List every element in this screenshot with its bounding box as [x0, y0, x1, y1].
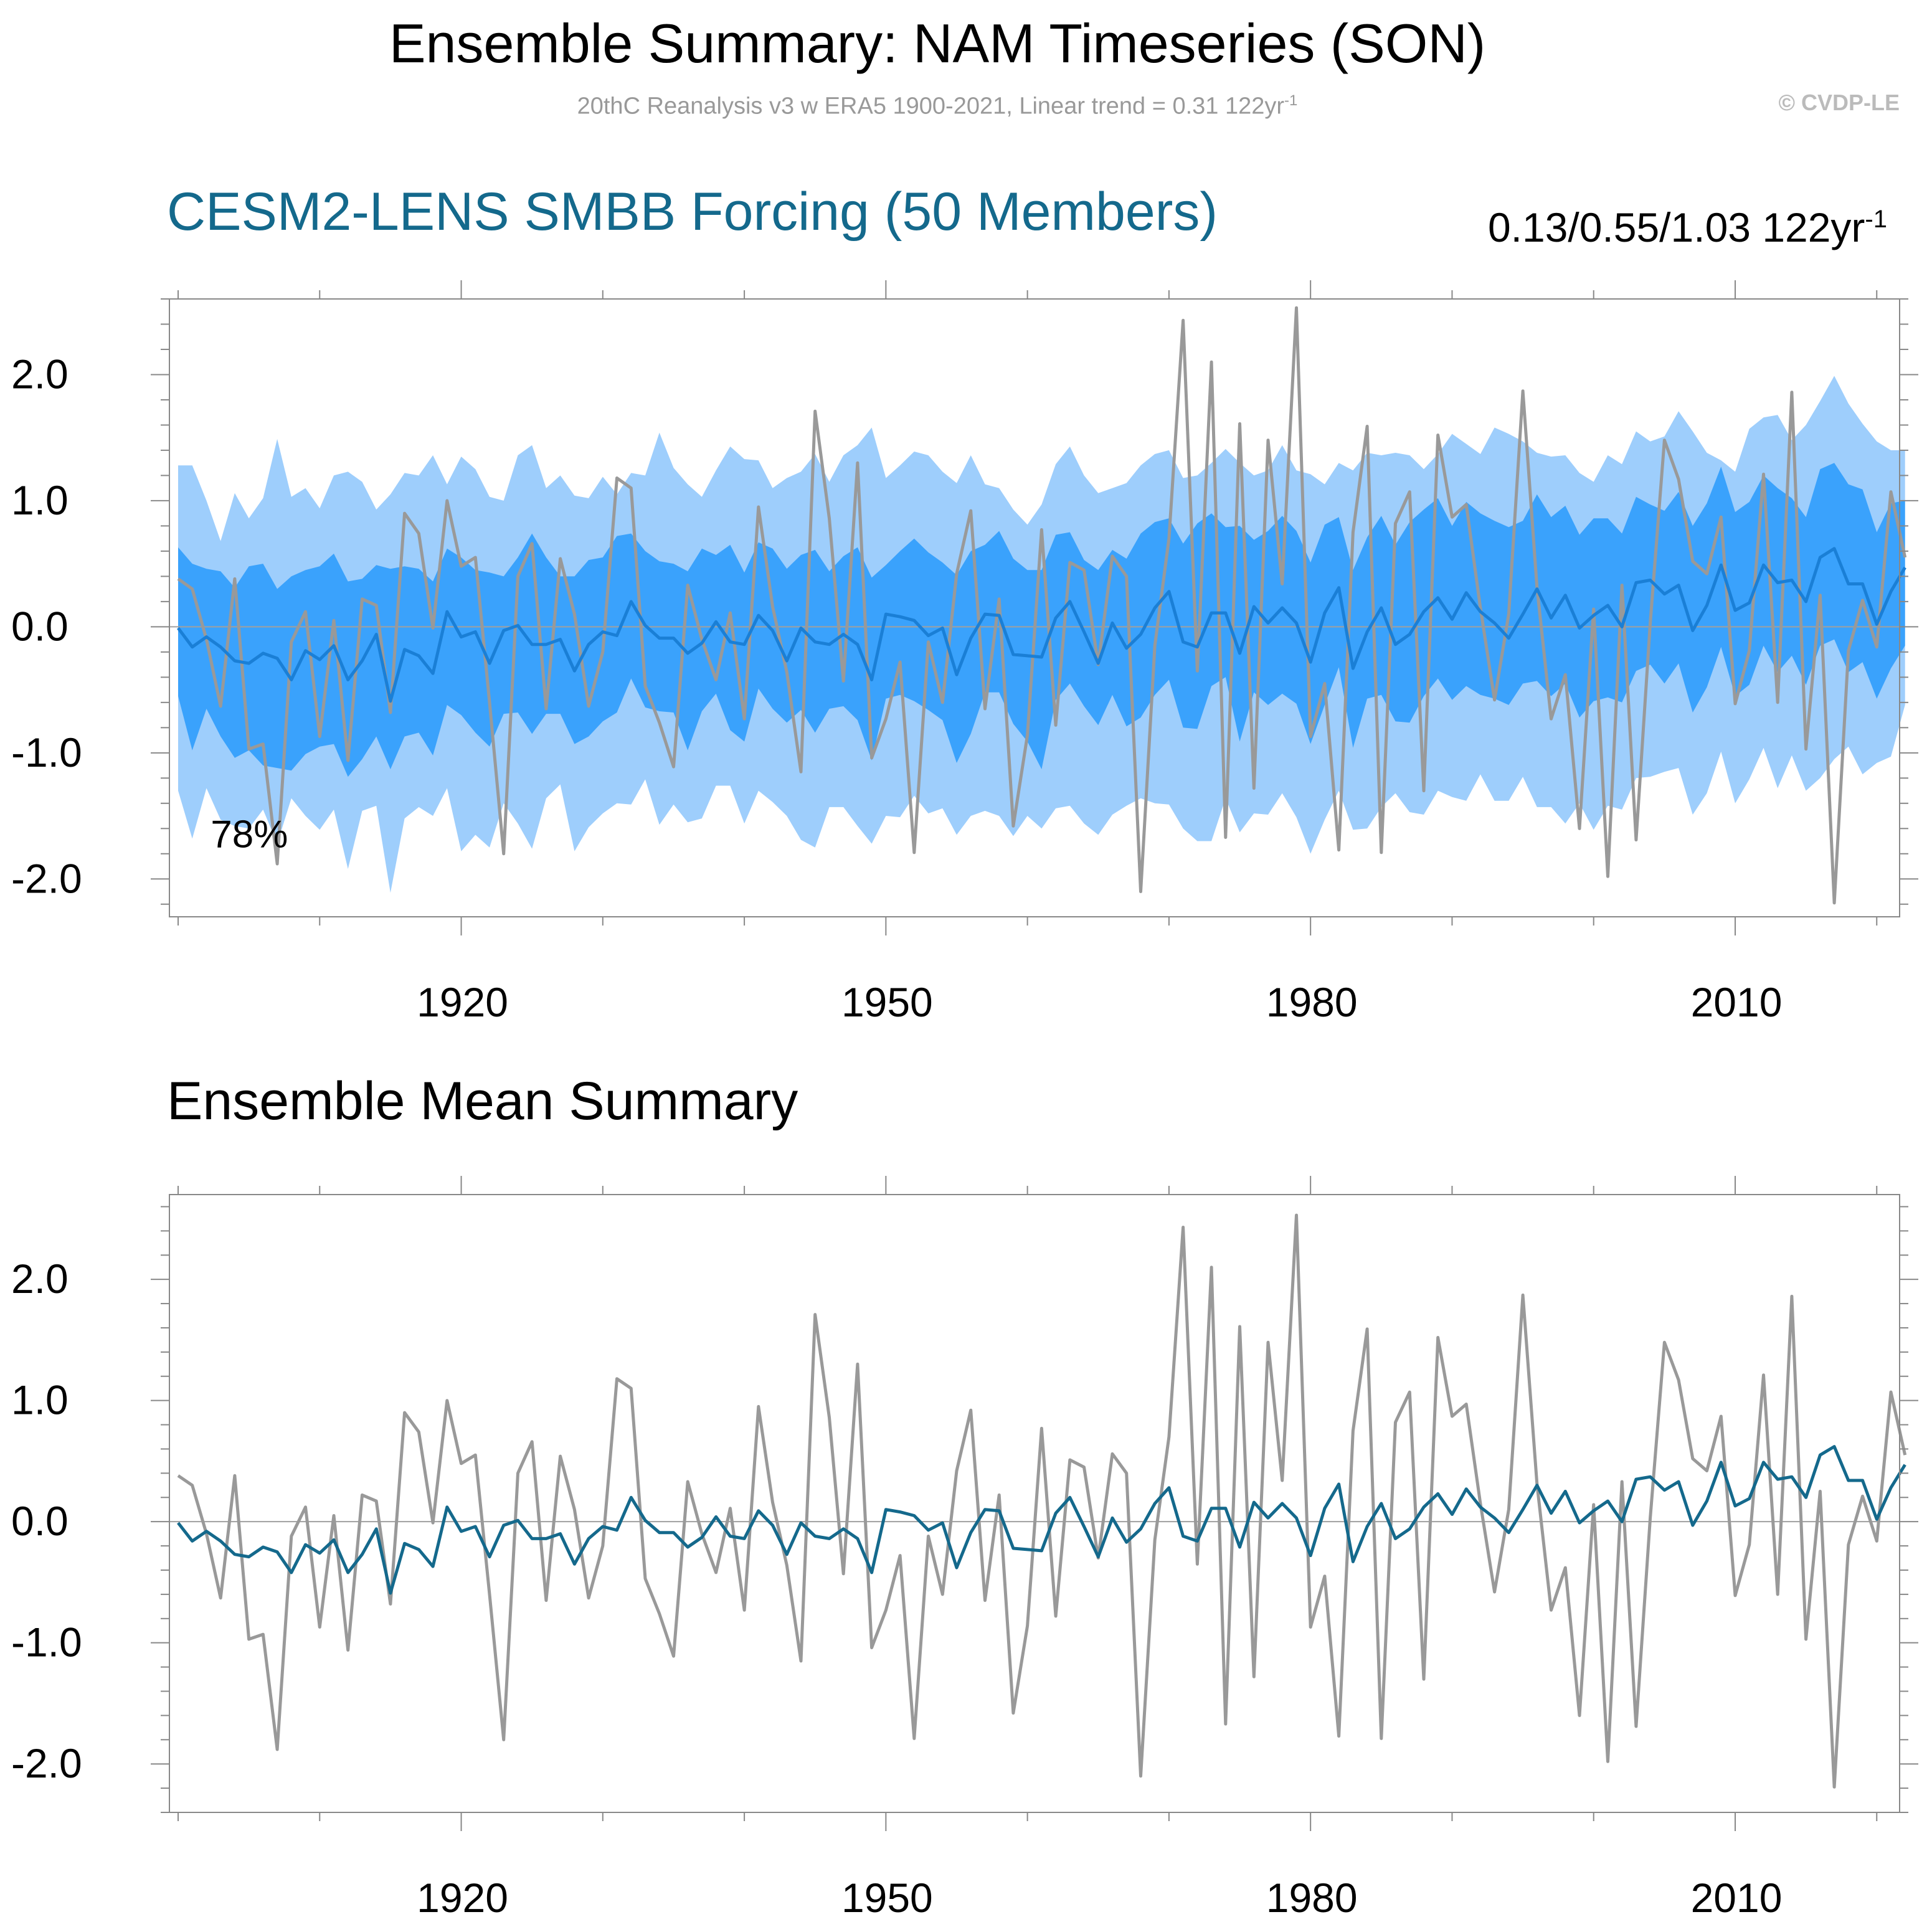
panel1-trend-exponent: -1: [1865, 206, 1887, 233]
panel1-title: CESM2-LENS SMBB Forcing (50 Members): [167, 182, 1218, 242]
panel2-x-tick-label: 2010: [1691, 1875, 1783, 1921]
panel1-inner-band: [178, 463, 1905, 777]
panel2-x-tick-label: 1980: [1266, 1875, 1358, 1921]
subtitle-text: 20thC Reanalysis v3 w ERA5 1900-2021, Li…: [577, 93, 1285, 120]
main-title: Ensemble Summary: NAM Timeseries (SON): [389, 12, 1486, 74]
panel1-observed-line: [177, 306, 1907, 905]
panel1-y-tick-label: 2.0: [11, 351, 69, 397]
panel1-x-tick-label: 2010: [1691, 979, 1783, 1025]
panel2-y-tick-label: 0.0: [11, 1498, 69, 1544]
panel1-y-tick-label: 0.0: [11, 603, 69, 649]
panel2-frame: [169, 1194, 1900, 1813]
panel1-trend-text: 0.13/0.55/1.03 122yr: [1487, 204, 1865, 250]
panel1-x-tick-label: 1980: [1266, 979, 1358, 1025]
subtitle: 20thC Reanalysis v3 w ERA5 1900-2021, Li…: [0, 87, 1875, 120]
panel1-y-tick-label: 1.0: [11, 477, 69, 523]
panel1-plot: -2.0 -1.0 0.0 1.0 2.0 1920 1950 1980 2010 78%: [11, 280, 1918, 1025]
panel2-y-tick-label: -2.0: [11, 1740, 82, 1786]
panel1-ensemble-mean-line: [176, 547, 1906, 703]
panel2-plot: -2.0 -1.0 0.0 1.0 2.0 1920 1950 1980 2010: [11, 1176, 1918, 1921]
panel1-y-tick-label: -2.0: [11, 855, 82, 901]
panel2-x-tick-label: 1950: [841, 1875, 933, 1921]
panel2-ensemble-mean-line: [177, 1445, 1906, 1595]
panel2-y-tick-label: 2.0: [11, 1256, 69, 1302]
panel2-observed-line: [177, 1213, 1907, 1789]
panel2-y-tick-label: 1.0: [11, 1377, 69, 1423]
panel1-y-tick-label: -1.0: [11, 729, 82, 775]
panel1-trend-label: 0.13/0.55/1.03 122yr-1: [1488, 194, 1887, 252]
panel2-y-tick-label: -1.0: [11, 1619, 82, 1665]
subtitle-exponent: -1: [1284, 92, 1298, 109]
panel2-title: Ensemble Mean Summary: [167, 1071, 798, 1131]
panel2-x-tick-label: 1920: [417, 1875, 508, 1921]
panel1-x-tick-label: 1950: [841, 979, 933, 1025]
panel1-x-tick-label: 1920: [417, 979, 508, 1025]
copyright-label: © CVDP-LE: [1778, 90, 1900, 115]
panel1-percent-label: 78%: [211, 813, 288, 856]
panel1-frame: [169, 298, 1900, 917]
